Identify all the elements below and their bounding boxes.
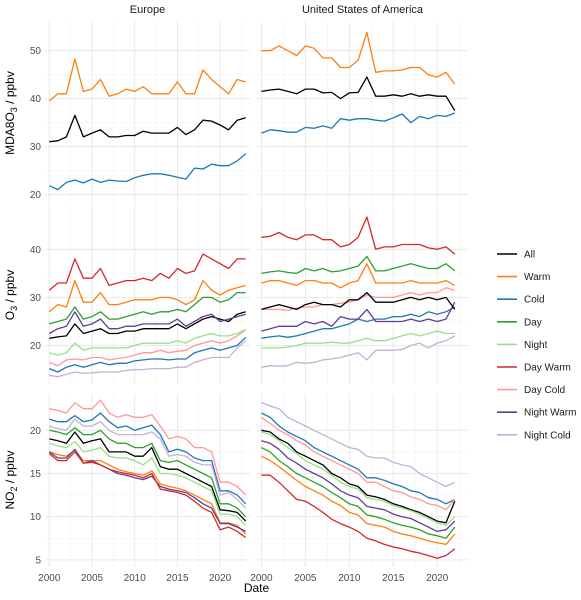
series-line-day-cold [49,399,247,496]
y-tick-label: 40 [30,245,42,256]
panel [45,206,250,384]
y-tick-label: 20 [30,341,42,352]
panel [45,22,250,204]
legend-label: Day Cold [524,385,565,396]
series-line-all [261,429,456,524]
x-tick-label: 2000 [38,573,61,584]
y-axis-title-unit: / ppbv [3,71,17,107]
series-line-night-cold [261,401,456,488]
panel [45,394,250,566]
legend-label: Night Warm [524,408,576,419]
series-line-night [261,330,455,349]
x-axis-title: Date [244,581,270,595]
x-tick-label: 2000 [250,573,273,584]
legend-label: Day [524,317,542,328]
series-line-day-cold [261,416,456,511]
y-axis-title-main: O [3,311,17,320]
y-tick-label: 20 [30,190,42,201]
series-line-day-warm [48,451,247,539]
panel [257,22,468,204]
x-tick-label: 2020 [209,573,232,584]
series-line-day [261,255,456,275]
series-line-warm [261,31,456,85]
series-line-day-warm [48,253,246,291]
series-line-day [49,427,247,518]
series-line-night-warm [261,440,456,533]
series-line-warm [261,263,456,289]
x-tick-label: 2005 [81,573,104,584]
series-line-all [49,114,246,143]
x-tick-label: 2015 [166,573,189,584]
y-axis-title-unit: / ppbv [3,450,17,486]
y-axis-title-subscript: 2 [9,487,19,492]
facet-label: United States of America [302,4,424,16]
legend: All Warm Cold Day Night Day Warm Day Cold Night… [497,250,576,441]
series-line-warm [48,58,246,102]
y-axis-title: MDA8O3 / ppbv [3,71,19,155]
y-axis-title-main: MDA8O [3,112,17,155]
series-line-night [49,440,247,526]
series-line-night-warm [261,301,456,332]
series-line-cold [261,412,456,505]
series-line-all [261,291,456,311]
series-line-cold [261,112,456,134]
facet-label: Europe [130,4,165,16]
x-tick-label: 2005 [294,573,317,584]
series-line-cold [49,153,247,191]
series-line-day [261,447,456,539]
legend-label: Night Cold [524,430,571,441]
y-axis-title: O3 / ppbv [3,270,19,320]
y-axis-title-main: NO [3,492,17,510]
x-tick-label: 2010 [338,573,361,584]
y-tick-label: 15 [30,469,42,480]
y-tick-label: 50 [30,46,42,57]
y-tick-label: 20 [30,426,42,437]
y-axis-title-subscript: 3 [9,306,19,311]
series-line-night-cold [49,418,247,509]
series-line-all [49,311,246,339]
series-line-cold [49,336,247,373]
series-line-warm [261,455,456,546]
series-line-night-warm [48,311,246,335]
legend-label: Warm [524,272,550,283]
x-tick-label: 2010 [124,573,147,584]
legend-label: Night [524,340,548,351]
y-tick-label: 40 [30,94,42,105]
legend-label: Cold [524,295,545,306]
panel [257,206,468,384]
series-line-night [49,329,246,356]
y-tick-label: 30 [30,142,42,153]
legend-label: All [524,250,535,261]
series-line-all [261,76,456,111]
y-tick-label: 10 [30,512,42,523]
series-line-night [261,431,456,527]
series-line-day-cold [49,329,247,367]
y-axis-title: NO2 / ppbv [3,450,19,509]
series-line-day-warm [261,474,456,559]
series-line-warm [49,449,247,535]
y-tick-label: 30 [30,293,42,304]
series-line-cold [49,412,247,505]
series-line-day [49,291,246,325]
series-line-day-warm [261,216,456,255]
panel [257,394,468,566]
series-line-night-cold [49,340,247,378]
y-axis-title-subscript: 3 [9,107,19,112]
x-tick-label: 2020 [426,573,449,584]
series-line-all [49,431,247,522]
series-line-night-cold [261,335,456,368]
y-tick-label: 5 [35,555,41,566]
y-axis-title-unit: / ppbv [3,270,17,306]
legend-label: Day Warm [524,363,571,374]
series-line-warm [48,279,246,313]
x-tick-label: 2015 [382,573,405,584]
